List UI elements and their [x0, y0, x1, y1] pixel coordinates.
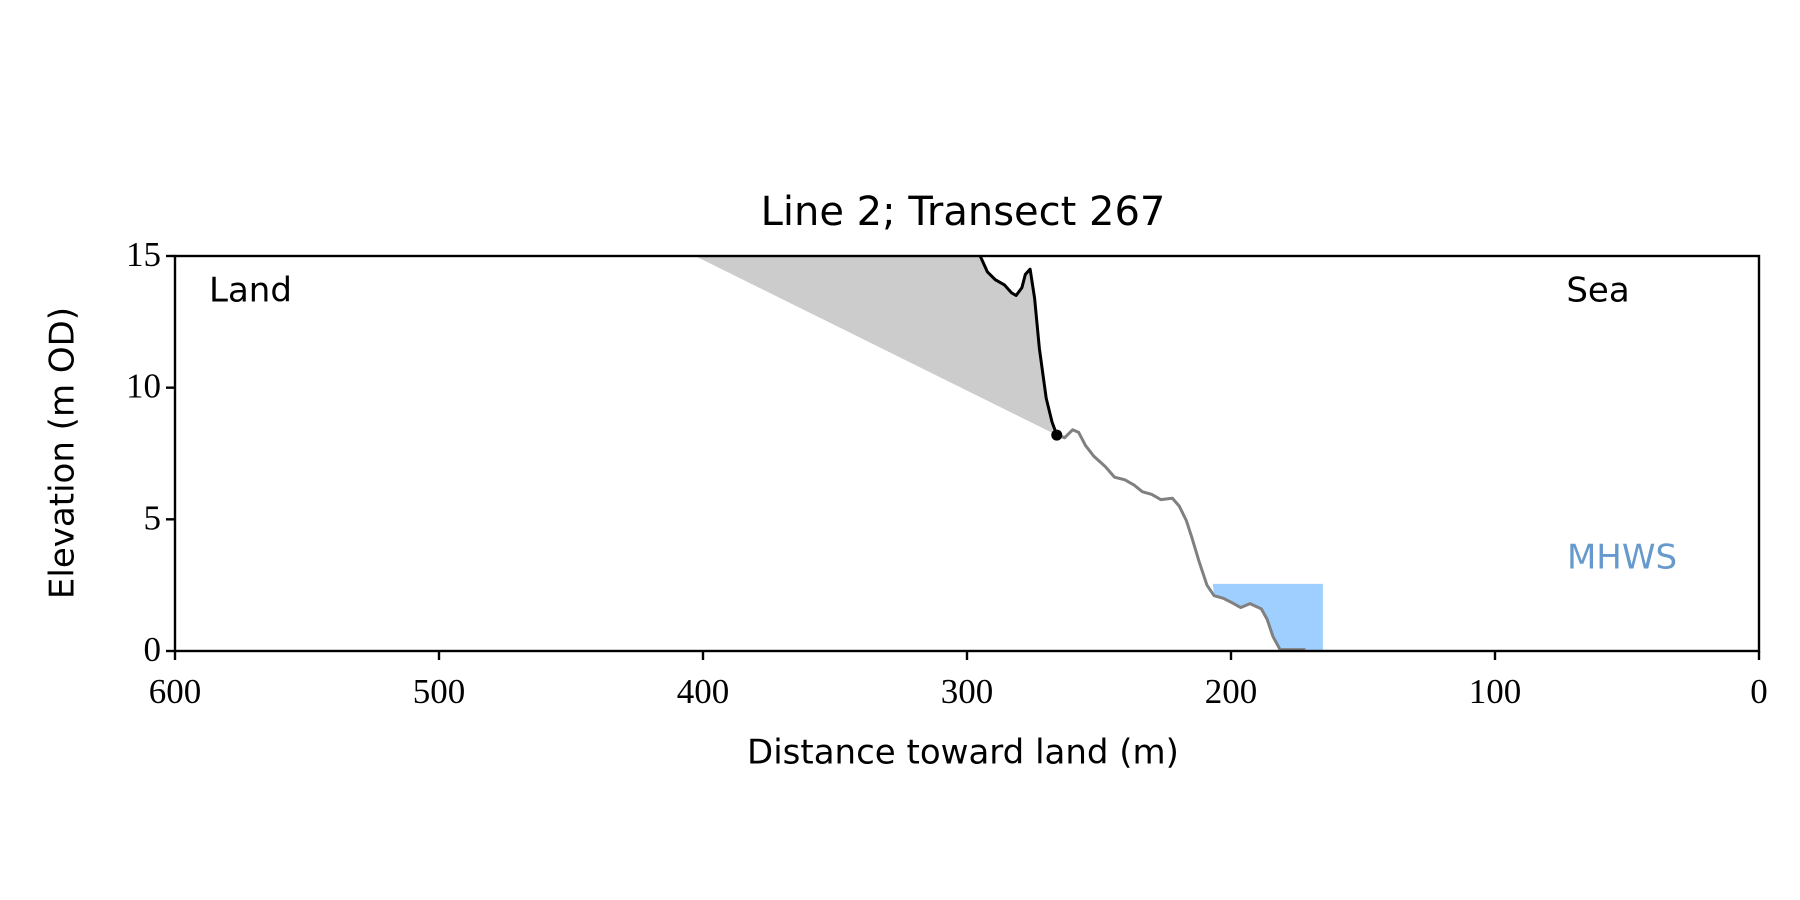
annotation: Sea: [1566, 271, 1629, 311]
y-tick-label: 0: [144, 630, 162, 669]
profile-line: [1056, 428, 1306, 652]
x-tick-label: 100: [1469, 672, 1522, 711]
x-axis-label: Distance toward land (m): [747, 733, 1179, 773]
cliff-toe-point: [1051, 429, 1063, 441]
profile-line: [978, 255, 1059, 436]
chart-title: Line 2; Transect 267: [761, 189, 1166, 235]
x-tick-label: 0: [1750, 672, 1768, 711]
x-tick-label: 500: [413, 672, 466, 711]
x-tick-label: 600: [149, 672, 202, 711]
annotation: Land: [209, 271, 292, 311]
y-tick-label: 5: [144, 498, 162, 537]
y-tick-label: 10: [126, 367, 161, 406]
x-tick-label: 300: [941, 672, 994, 711]
mhws-label: MHWS: [1567, 538, 1677, 578]
y-tick-label: 15: [126, 235, 161, 274]
x-tick-label: 200: [1205, 672, 1258, 711]
x-tick-label: 400: [677, 672, 730, 711]
mhws-area: [1212, 583, 1323, 651]
y-axis-label: Elevation (m OD): [43, 307, 83, 599]
retreat-area: [695, 256, 1057, 436]
